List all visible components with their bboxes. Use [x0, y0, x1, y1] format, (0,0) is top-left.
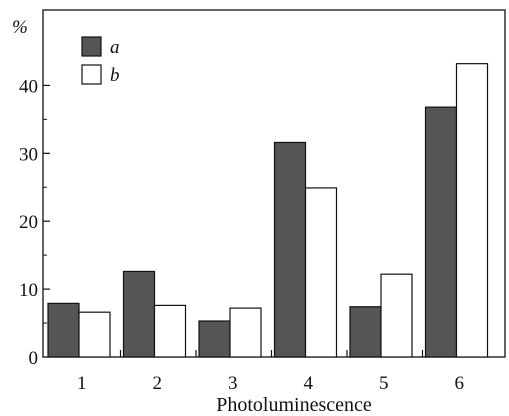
y-tick-label: 20 — [19, 212, 38, 233]
x-tick-label: 4 — [304, 373, 314, 394]
legend-label-b: b — [110, 65, 120, 86]
legend-swatch-a — [81, 36, 102, 57]
bar-b-6 — [455, 63, 489, 358]
y-axis: 0 10 20 30 40 — [19, 76, 50, 369]
legend-swatch-b — [81, 64, 102, 85]
bar-series — [47, 63, 489, 358]
bar-b-4 — [304, 187, 338, 358]
legend-label-a: a — [110, 37, 120, 58]
legend: ab — [81, 36, 120, 86]
bar-b-2 — [153, 304, 187, 358]
y-tick-label: 10 — [19, 280, 38, 301]
y-tick-label: 0 — [29, 348, 39, 369]
bar-b-3 — [229, 307, 262, 358]
x-axis: 1 2 3 4 5 6 — [77, 350, 464, 394]
x-tick-label: 6 — [455, 373, 465, 394]
bar-a-1 — [47, 302, 80, 358]
x-tick-label: 5 — [379, 373, 389, 394]
bar-b-5 — [380, 273, 413, 358]
bar-a-6 — [424, 106, 458, 358]
bar-a-2 — [122, 270, 156, 358]
bar-a-4 — [273, 141, 307, 358]
x-tick-label: 2 — [153, 373, 163, 394]
x-tick-label: 3 — [228, 373, 238, 394]
x-tick-label: 1 — [77, 373, 87, 394]
bar-a-3 — [198, 320, 231, 358]
x-axis-title: Photoluminescence — [216, 394, 372, 416]
y-axis-label: % — [12, 17, 28, 38]
bar-b-1 — [78, 311, 111, 358]
bar-a-5 — [349, 306, 382, 358]
y-tick-label: 40 — [19, 76, 38, 97]
y-tick-label: 30 — [19, 144, 38, 165]
